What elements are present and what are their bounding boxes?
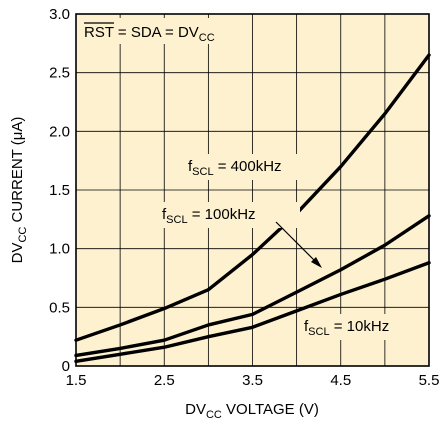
condition-sub: CC [199,32,215,44]
y-tick-label: 2.0 [49,123,70,140]
condition-box [80,18,230,44]
y-axis-label: DVCC CURRENT (μA) [9,117,29,264]
y-tick-label: 0 [62,358,70,375]
condition-text: RST = SDA = DVCC [84,24,215,44]
x-tick-label: 2.5 [154,372,175,389]
x-tick-label: 3.5 [242,372,263,389]
y-tick-label: 2.5 [49,65,70,82]
y-tick-label: 1.0 [49,241,70,258]
series-lines [74,53,431,364]
x-axis-label: DVCC VOLTAGE (V) [185,401,319,421]
condition-mid: = SDA = DV [114,24,199,41]
annotation-100khz-bg [160,202,300,228]
annotation-100khz-arrowhead [311,257,322,268]
x-tick-labels: 1.5 2.5 3.5 4.5 5.5 [66,372,440,389]
annotation-400khz: fSCL = 400kHz [188,158,282,178]
annotation-10khz: fSCL = 10kHz [304,318,389,338]
y-tick-labels: 0 0.5 1.0 1.5 2.0 2.5 3.0 [49,6,70,375]
x-tick-label: 4.5 [330,372,351,389]
x-tick-label: 1.5 [66,372,87,389]
x-tick-label: 5.5 [419,372,440,389]
annotation-400khz-bg [186,154,326,180]
y-tick-label: 1.5 [49,182,70,199]
annotation-100khz: fSCL = 100kHz [162,206,256,226]
y-tick-label: 0.5 [49,299,70,316]
series-line-3 [74,261,431,364]
condition-rst: RST [84,24,114,41]
series-line-2 [74,214,431,358]
y-tick-label: 3.0 [49,6,70,23]
annotation-10khz-bg [302,314,424,340]
series-line-1 [74,53,431,342]
annotation-100khz-arrow [275,221,319,265]
grid [76,14,429,366]
